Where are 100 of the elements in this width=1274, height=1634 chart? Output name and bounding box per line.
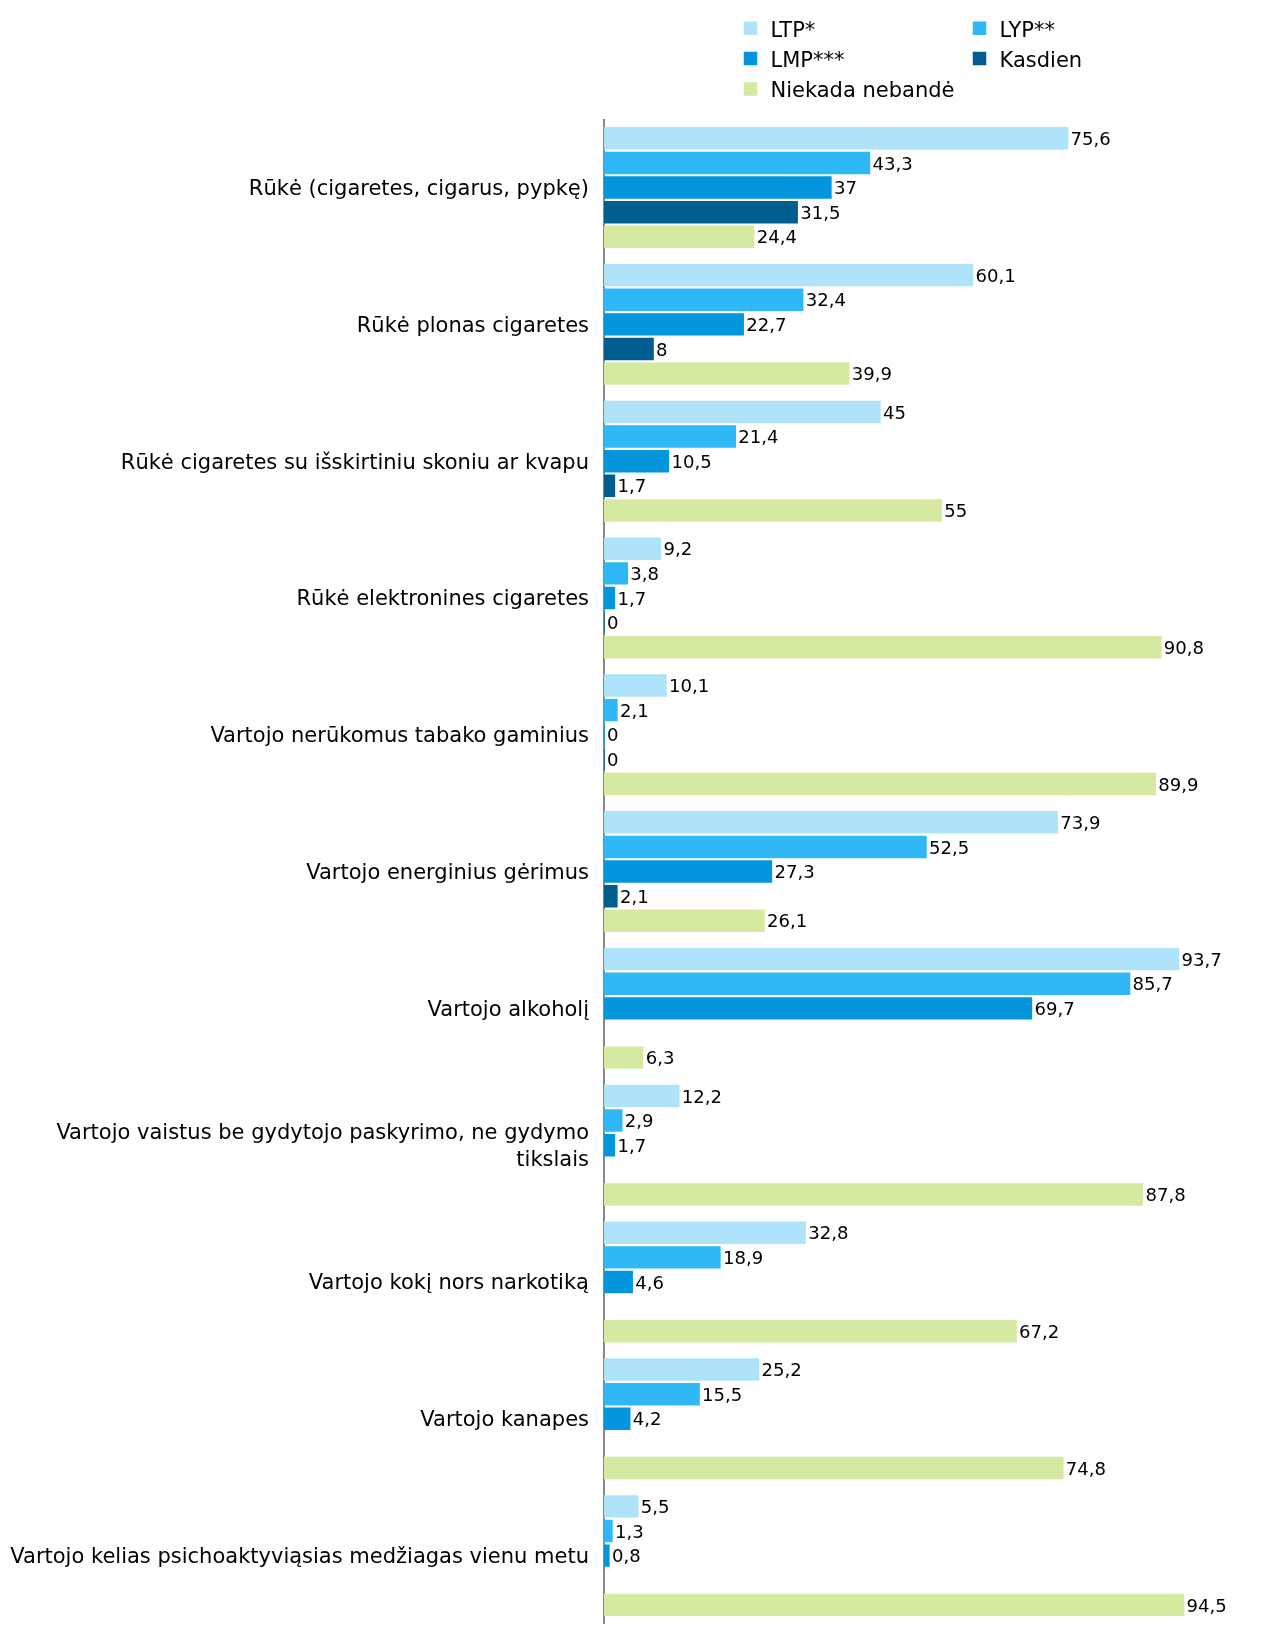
y-tick-label: Rūkė cigaretes su išskirtiniu skoniu ar kvapu (120, 449, 589, 474)
legend-label: LTP* (770, 17, 816, 42)
data-label: 39,9 (851, 363, 892, 385)
data-label: 55 (944, 500, 968, 522)
bar (604, 1109, 623, 1132)
data-label: 32,4 (805, 289, 846, 311)
data-label: 52,5 (928, 836, 970, 858)
bar (604, 1358, 760, 1381)
data-label: 8 (656, 338, 668, 360)
y-tick-label: Vartojo alkoholį (427, 996, 590, 1021)
data-label: 37 (833, 177, 857, 199)
data-label: 5,5 (640, 1496, 670, 1518)
bar (604, 1495, 639, 1518)
data-label: 1,7 (617, 587, 647, 609)
legend-label: Kasdien (999, 47, 1083, 72)
data-label: 10,1 (668, 675, 710, 697)
data-label: 4,6 (635, 1271, 664, 1293)
bar (604, 537, 662, 560)
bar (604, 400, 881, 424)
bar (604, 1133, 616, 1157)
bar (604, 1544, 610, 1567)
bar (604, 225, 755, 249)
bar (604, 1382, 700, 1406)
y-tick-label: Vartojo vaistus be gydytojo paskyrimo, ne gydymo tikslais (56, 1119, 589, 1172)
bar (604, 909, 765, 933)
bar (604, 176, 832, 199)
y-tick-label: Vartojo energinius gėrimus (306, 859, 589, 884)
bar (604, 288, 804, 311)
data-label: 75,6 (1070, 127, 1111, 149)
bar (604, 698, 618, 722)
bar (604, 811, 1058, 834)
bar (604, 1407, 631, 1431)
bar (604, 997, 1033, 1020)
bar (604, 449, 670, 473)
data-label: 15,5 (702, 1383, 743, 1405)
data-label: 9,2 (663, 538, 693, 560)
y-tick-label: Vartojo kelias psichoaktyviąsias medžiagas vienu metu (10, 1543, 589, 1568)
y-tick-label: Rūkė plonas cigaretes (356, 312, 589, 337)
bar (604, 586, 616, 610)
data-label: 24,4 (756, 226, 797, 248)
bar (604, 1221, 806, 1244)
bar (604, 972, 1131, 995)
bar (604, 884, 618, 908)
data-label: 2,9 (624, 1110, 654, 1132)
data-label: 0 (607, 749, 619, 771)
data-label: 3,8 (630, 563, 660, 585)
bar (604, 313, 744, 336)
bar (604, 860, 773, 883)
data-label: 43,3 (872, 152, 913, 174)
data-label: 1,7 (617, 475, 647, 497)
data-label: 94,5 (1186, 1594, 1227, 1616)
bar (604, 200, 798, 224)
data-label: 31,5 (800, 201, 841, 223)
data-label: 6,3 (645, 1047, 675, 1069)
bar (604, 263, 974, 287)
y-tick-label: Rūkė (cigaretes, cigarus, pypkę) (248, 175, 589, 200)
data-label: 12,2 (681, 1085, 723, 1107)
data-label: 25,2 (761, 1359, 802, 1381)
bar (604, 947, 1180, 971)
data-label: 2,1 (619, 699, 649, 721)
legend-label: LMP*** (770, 47, 845, 72)
data-label: 0 (607, 724, 619, 746)
bar (604, 127, 1069, 150)
bar (604, 1046, 644, 1069)
data-label: 90,8 (1163, 636, 1205, 658)
data-label: 45 (882, 401, 906, 423)
data-label: 74,8 (1065, 1457, 1106, 1479)
data-label: 32,8 (808, 1222, 849, 1244)
bar (604, 1519, 613, 1543)
y-tick-label: Vartojo kokį nors narkotiką (308, 1270, 589, 1295)
data-label: 10,5 (671, 450, 712, 472)
legend-label: Niekada nebandė (770, 78, 955, 103)
data-label: 21,4 (738, 426, 779, 448)
bar (604, 425, 736, 448)
bar (604, 636, 1162, 659)
data-label: 73,9 (1060, 811, 1101, 833)
bar (604, 362, 850, 385)
bar (604, 1183, 1144, 1206)
bar (604, 772, 1157, 796)
bar (604, 1270, 633, 1294)
data-label: 0,8 (611, 1545, 641, 1567)
bar (604, 499, 943, 522)
bar (604, 151, 871, 175)
bar (604, 1320, 1017, 1343)
bar (604, 474, 616, 498)
data-label: 93,7 (1181, 948, 1222, 970)
bar (604, 337, 654, 361)
data-label: 4,2 (632, 1408, 662, 1430)
bar (604, 1246, 721, 1269)
data-label: 60,1 (975, 264, 1016, 286)
legend-label: LYP** (999, 17, 1055, 42)
data-label: 87,8 (1145, 1184, 1186, 1206)
data-label: 85,7 (1132, 973, 1173, 995)
data-label: 27,3 (774, 861, 815, 883)
data-label: 0 (607, 612, 619, 634)
bar (604, 835, 927, 859)
bar (604, 674, 667, 697)
data-label: 2,1 (619, 885, 649, 907)
data-label: 1,7 (617, 1134, 647, 1156)
data-label: 69,7 (1034, 998, 1075, 1020)
